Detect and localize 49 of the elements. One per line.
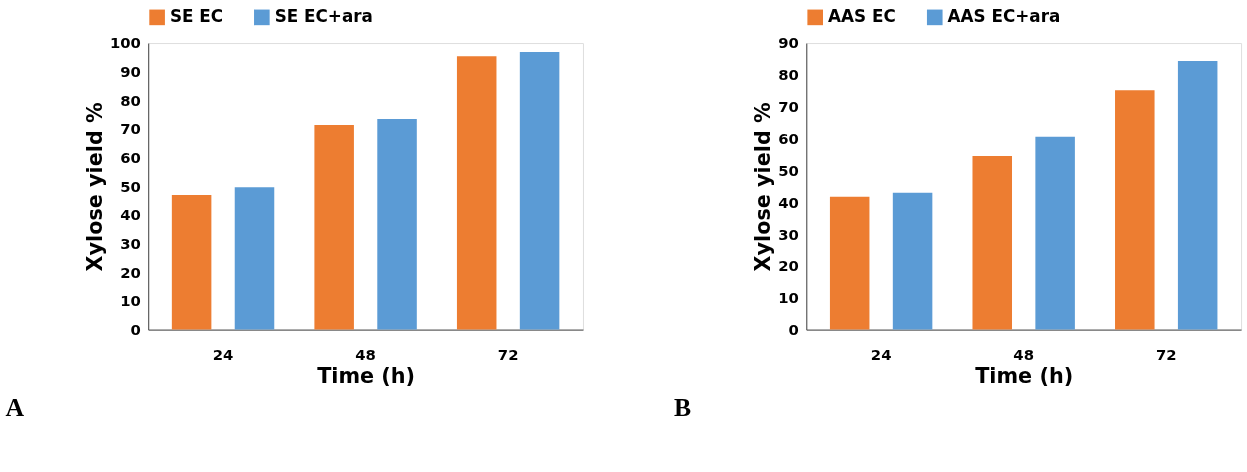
y-tick-label: 60 bbox=[778, 130, 799, 148]
y-tick-label: 90 bbox=[778, 34, 799, 52]
bar bbox=[314, 125, 354, 330]
legend-label: AAS EC+ara bbox=[947, 6, 1061, 27]
y-tick-label: 10 bbox=[120, 292, 141, 310]
y-tick-label: 90 bbox=[120, 63, 141, 81]
bar bbox=[829, 196, 870, 330]
y-tick-label: 40 bbox=[120, 206, 141, 224]
y-axis-title: Xylose yield % bbox=[82, 102, 107, 272]
y-tick-label: 10 bbox=[778, 289, 799, 307]
bar bbox=[1035, 136, 1075, 330]
bar bbox=[171, 194, 212, 330]
y-tick-label: 20 bbox=[778, 257, 799, 275]
legend-label: AAS EC bbox=[828, 6, 896, 27]
y-tick-label: 50 bbox=[120, 177, 141, 195]
x-axis-title: Time (h) bbox=[317, 364, 416, 389]
bar bbox=[1177, 60, 1218, 330]
bar bbox=[519, 51, 560, 330]
y-tick-label: 40 bbox=[778, 193, 799, 211]
y-tick-label: 0 bbox=[788, 321, 799, 339]
bar bbox=[1115, 90, 1155, 330]
x-tick-label: 24 bbox=[870, 345, 892, 363]
y-tick-label: 30 bbox=[120, 235, 141, 253]
y-tick-label: 0 bbox=[130, 321, 141, 339]
y-tick-label: 60 bbox=[120, 149, 141, 167]
y-tick-label: 30 bbox=[778, 225, 799, 243]
y-tick-label: 100 bbox=[109, 34, 141, 52]
y-tick-label: 50 bbox=[778, 161, 799, 179]
bar bbox=[892, 192, 933, 330]
y-tick-label: 70 bbox=[778, 98, 799, 116]
bar bbox=[456, 56, 497, 330]
text: A bbox=[5, 392, 25, 422]
y-tick-label: 20 bbox=[120, 263, 141, 281]
y-tick-label: 80 bbox=[778, 66, 799, 84]
x-tick-label: 24 bbox=[212, 345, 234, 363]
legend-label: SE EC bbox=[169, 6, 224, 27]
y-axis-title: Xylose yield % bbox=[751, 102, 776, 272]
y-tick-label: 70 bbox=[120, 120, 141, 138]
y-tick-label: 80 bbox=[120, 91, 141, 109]
bar bbox=[377, 119, 417, 330]
x-tick-label: 72 bbox=[497, 345, 519, 363]
bar bbox=[972, 156, 1012, 330]
x-axis-title: Time (h) bbox=[975, 364, 1074, 389]
legend-label: SE EC+ara bbox=[274, 6, 373, 27]
x-tick-label: 48 bbox=[355, 345, 376, 363]
x-tick-label: 72 bbox=[1155, 345, 1177, 363]
text: B bbox=[674, 392, 692, 422]
bar bbox=[234, 187, 275, 330]
x-tick-label: 48 bbox=[1013, 345, 1034, 363]
